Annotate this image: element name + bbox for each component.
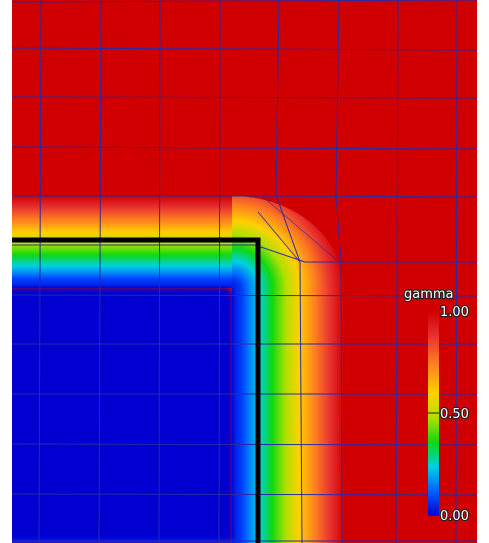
mesh-diagonal: [261, 195, 340, 263]
colorbar: gamma 1.00 0.50 0.00: [403, 286, 470, 525]
mesh-vline: [38, 0, 42, 543]
transition-band-right: [232, 288, 344, 543]
mesh-hline: [12, 146, 477, 150]
mesh-hline: [12, 0, 477, 3]
colorbar-tick-min: 0.00: [440, 509, 469, 524]
mesh-diagonal: [257, 211, 301, 263]
interface-boundary: [12, 237, 261, 543]
mesh-vline: [455, 0, 458, 543]
mesh-vline: [395, 0, 399, 543]
mesh-hline: [12, 493, 477, 496]
interior-halo: [12, 278, 242, 543]
colorbar-title: gamma: [404, 287, 454, 302]
mesh-grid: [12, 0, 477, 543]
mesh-vline: [218, 0, 221, 543]
mesh-hline: [12, 443, 477, 446]
colorbar-tick-mid: 0.50: [440, 407, 469, 422]
field-interior: [12, 288, 232, 543]
mesh-vline: [98, 0, 102, 543]
mesh-hline: [12, 195, 477, 198]
colorbar-tick-max: 1.00: [440, 305, 469, 320]
mesh-hline: [12, 47, 477, 51]
mesh-hline: [12, 244, 477, 263]
mesh-hline: [12, 294, 477, 297]
mesh-hline: [12, 96, 477, 99]
mesh-vline: [158, 0, 161, 543]
